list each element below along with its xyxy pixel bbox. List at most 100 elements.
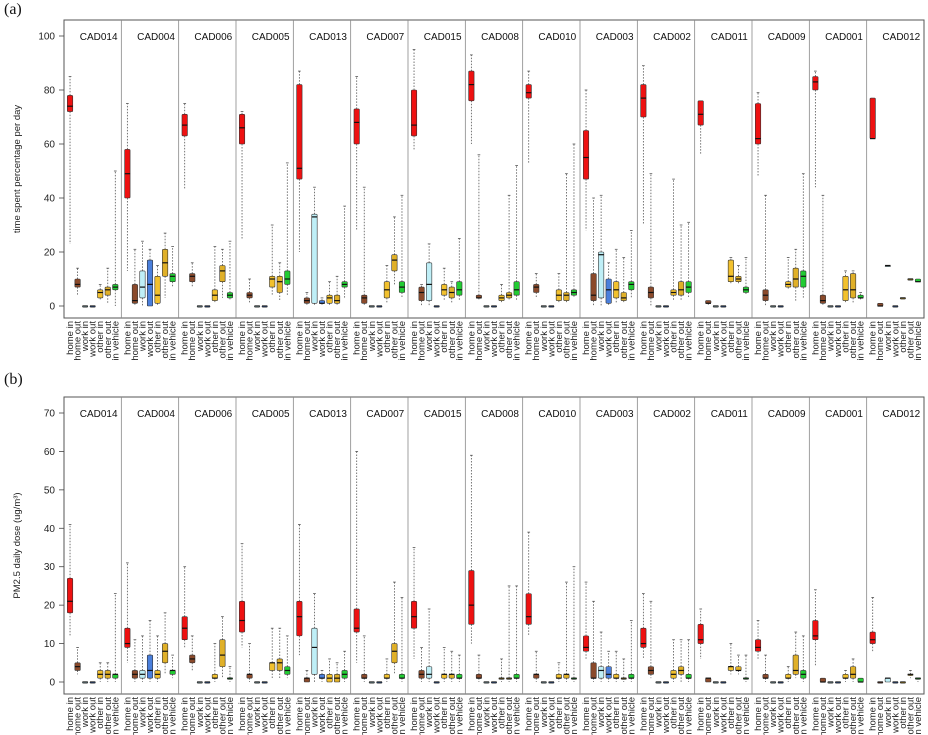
category-label: other out [561,697,572,735]
category-label: other in [841,321,852,353]
category-label: home in [352,321,363,355]
category-label: work out [432,321,443,358]
category-label: work out [546,697,557,734]
category-label: in vehicle [340,697,351,735]
category-label: in vehicle [913,321,924,361]
category-label: work in [596,321,607,352]
box-work-in [598,251,605,299]
subject-label: CAD004 [137,32,175,43]
category-label: other out [504,321,515,359]
box-work-in [311,213,318,304]
category-label: home in [581,697,592,731]
category-label: home out [417,697,428,735]
subject-label: CAD007 [366,409,404,420]
category-label: work in [309,321,320,352]
box-other-out [219,639,226,667]
subject-label: CAD014 [80,409,118,420]
category-label: home out [73,321,84,361]
box-in-vehicle [456,281,463,296]
box-other-in [269,275,276,288]
category-label: home in [524,321,535,355]
box-home-in [640,627,647,648]
category-label: other in [95,321,106,353]
category-label: home out [761,321,772,361]
box-work-out [605,666,612,679]
subject-label: CAD012 [882,32,920,43]
box-home-in [812,76,819,91]
category-label: home in [122,321,133,355]
box-other-out [391,643,398,664]
box-home-in [124,627,131,648]
category-label: other in [783,321,794,353]
category-label: work in [137,321,148,352]
subject-label: CAD003 [596,32,634,43]
category-label: in vehicle [798,697,809,735]
category-label: other in [669,697,680,729]
category-label: in vehicle [512,321,523,361]
y-tick-label: 50 [44,485,56,496]
category-label: in vehicle [168,321,179,361]
box-home-out [590,662,597,679]
box-home-in [697,624,704,644]
category-label: work in [137,697,148,728]
category-label: other out [389,321,400,359]
category-label: in vehicle [110,697,121,735]
y-tick-label: 70 [44,409,56,420]
box-in-vehicle [169,273,176,283]
box-home-in [239,114,246,145]
category-label: home in [352,697,363,731]
subject-label: CAD011 [711,409,748,420]
box-home-out [189,273,196,283]
category-label: in vehicle [397,697,408,735]
category-label: home in [466,697,477,731]
panel-letter: (a) [4,1,22,18]
category-label: home in [466,321,477,355]
category-label: work in [653,321,664,352]
category-label: other out [160,697,171,735]
category-label: work in [825,697,836,728]
category-label: home out [875,321,886,361]
category-label: home in [868,697,879,731]
category-label: other in [210,697,221,729]
category-label: home out [245,321,256,361]
category-label: home out [646,697,657,735]
category-label: home out [531,697,542,735]
category-label: home in [524,697,535,731]
box-home-out [361,294,368,304]
box-home-in [411,600,418,629]
category-label: home out [417,321,428,361]
category-label: home out [302,321,313,361]
y-axis-label: time spent percentage per day [12,105,23,234]
category-label: other in [267,321,278,353]
box-other-out [850,666,857,679]
y-tick-label: 80 [44,86,56,97]
box-other-in [326,294,333,304]
category-label: home in [180,697,191,731]
category-label: in vehicle [282,321,293,361]
subject-label: CAD010 [538,409,576,420]
box-other-in [154,275,161,304]
category-label: other in [898,697,909,729]
subject-label: CAD001 [825,409,863,420]
category-label: home in [65,697,76,731]
category-label: home in [237,697,248,731]
category-label: work in [367,697,378,728]
category-label: work in [481,321,492,352]
category-label: other out [447,697,458,735]
subject-label: CAD005 [252,409,290,420]
category-label: other in [611,697,622,729]
